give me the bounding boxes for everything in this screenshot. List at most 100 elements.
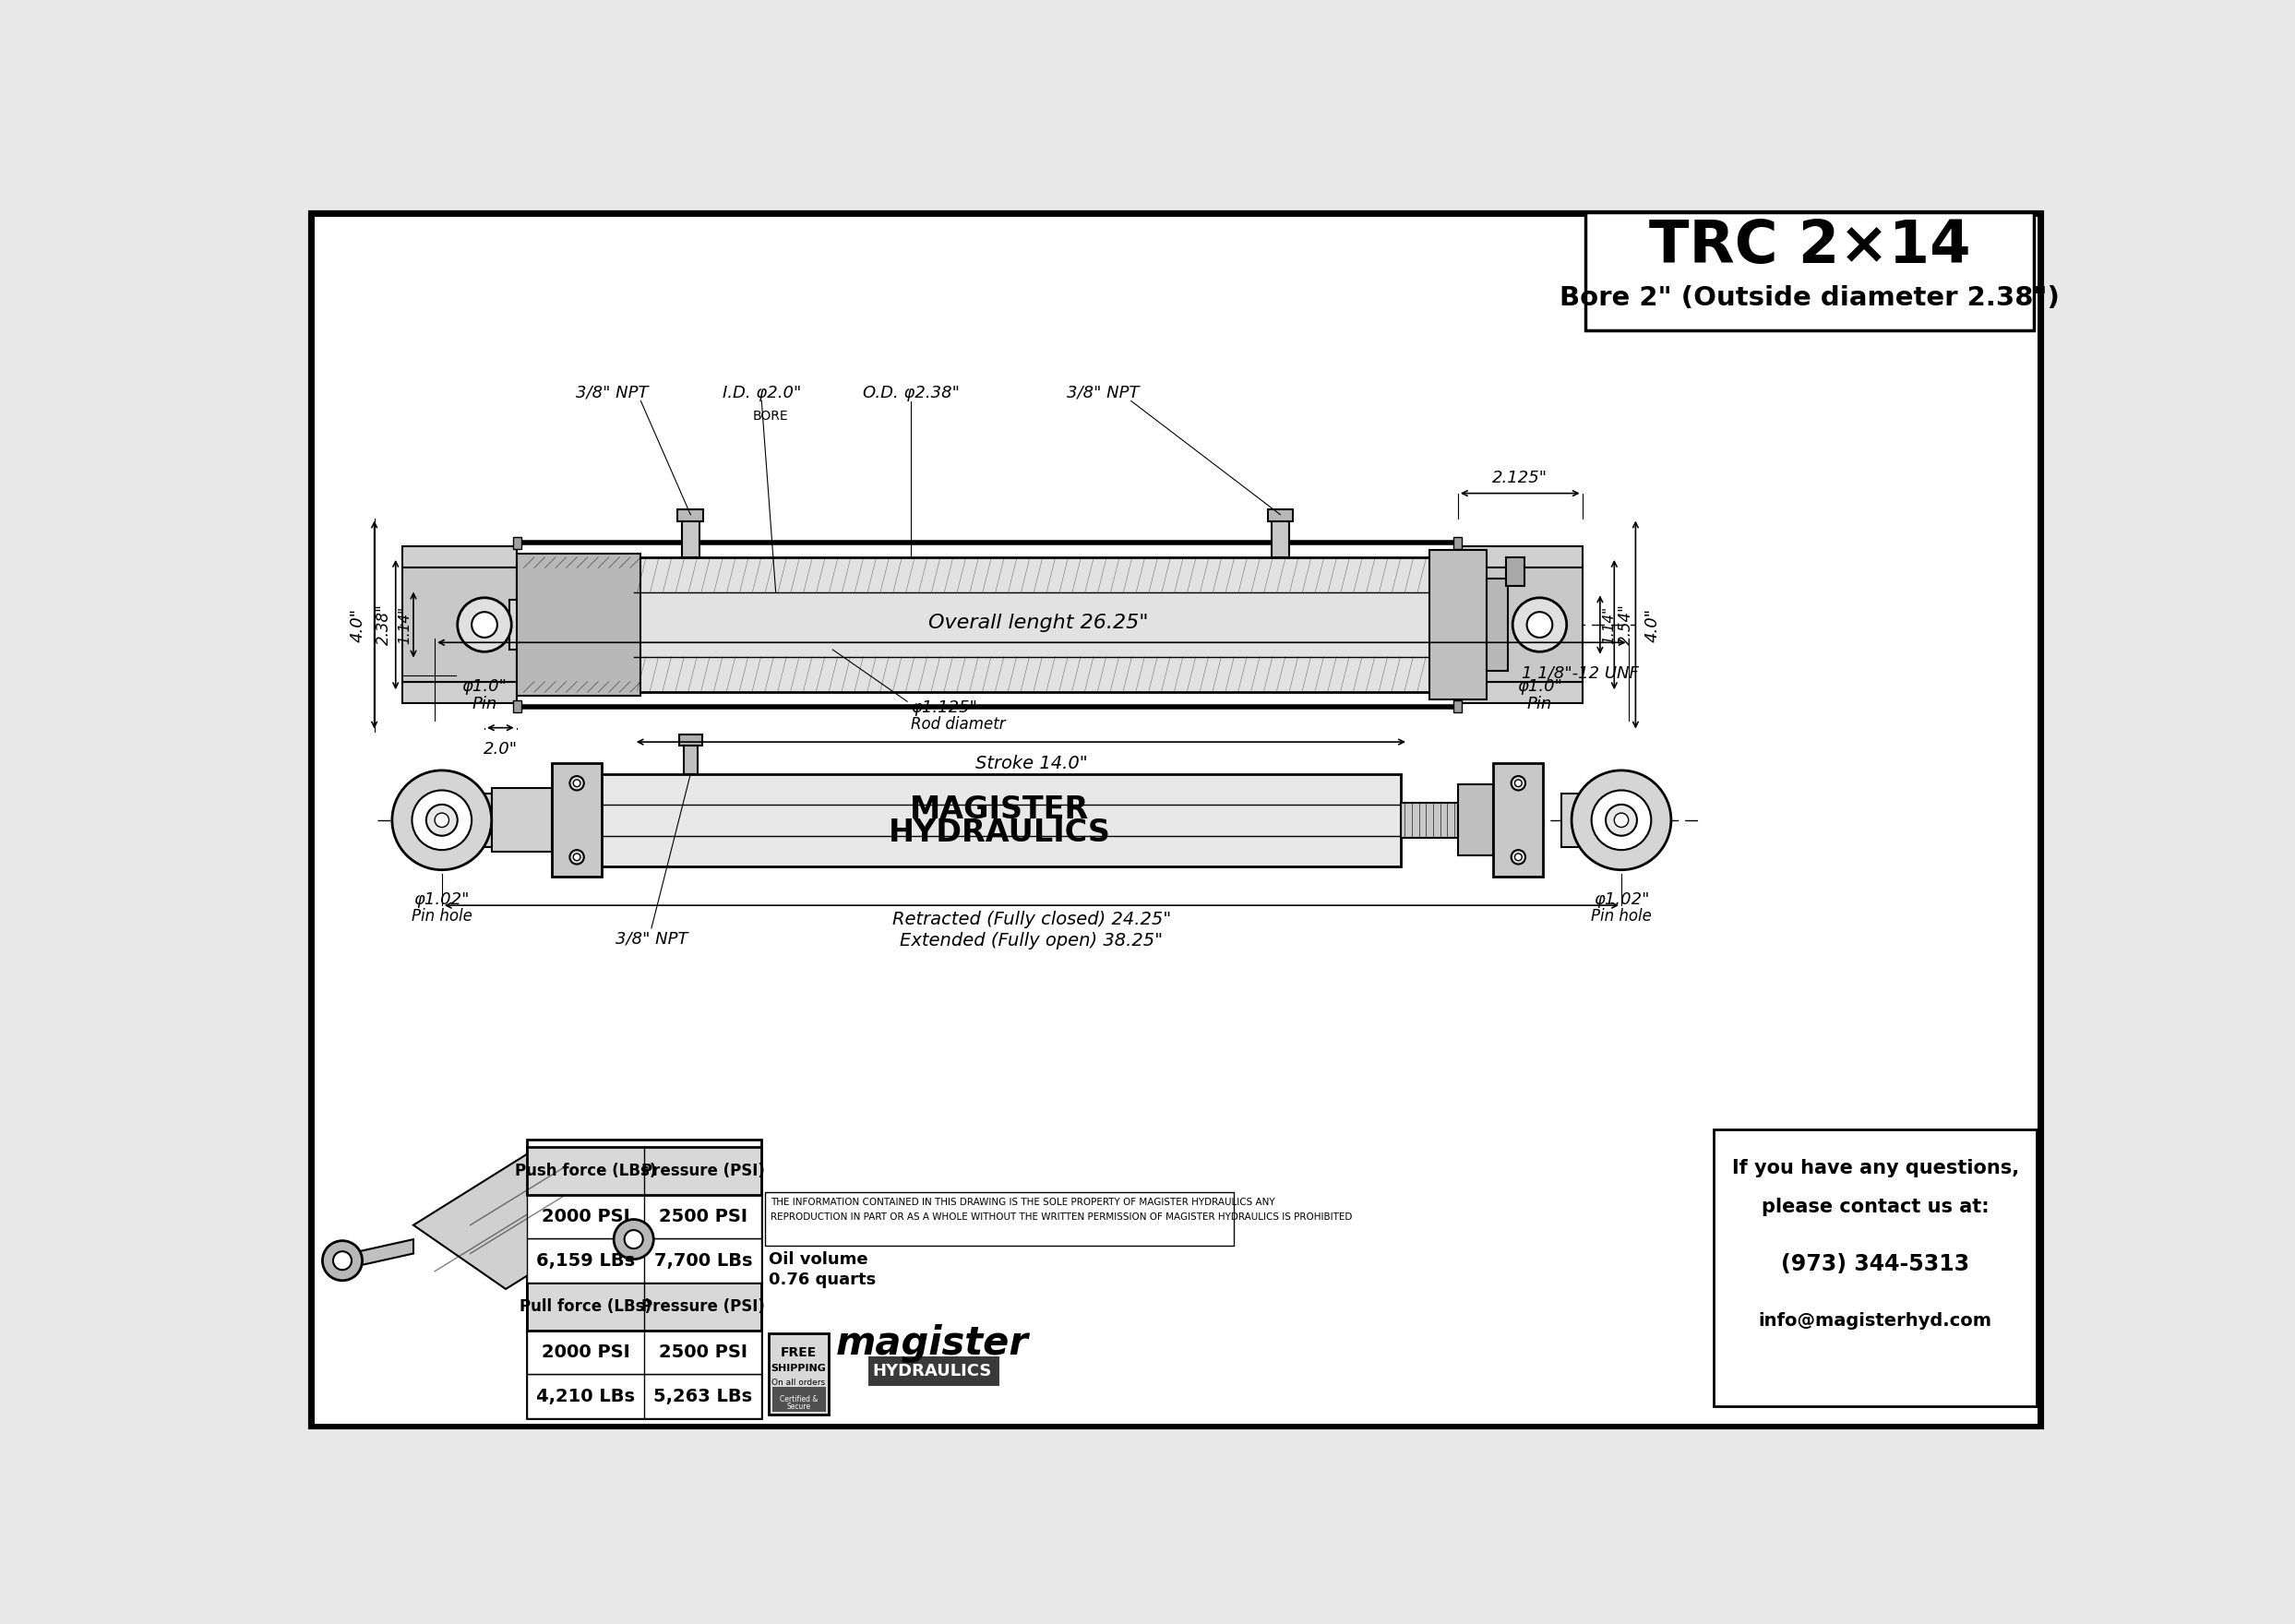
Circle shape xyxy=(1572,770,1671,870)
Circle shape xyxy=(457,598,512,651)
Text: Extended (Fully open) 38.25": Extended (Fully open) 38.25" xyxy=(900,932,1164,950)
Circle shape xyxy=(624,1229,643,1249)
Bar xyxy=(528,1140,762,1418)
Circle shape xyxy=(1526,612,1551,638)
Text: Oil volume: Oil volume xyxy=(769,1252,868,1268)
Bar xyxy=(868,1356,1001,1387)
Bar xyxy=(512,700,521,711)
Bar xyxy=(1453,700,1462,711)
Text: Stroke 14.0": Stroke 14.0" xyxy=(975,755,1088,773)
Circle shape xyxy=(333,1252,351,1270)
Bar xyxy=(1714,1129,2038,1406)
Text: 7,700 LBs: 7,700 LBs xyxy=(654,1252,753,1270)
Circle shape xyxy=(1512,598,1567,651)
Text: HYDRAULICS: HYDRAULICS xyxy=(872,1363,991,1379)
Bar xyxy=(769,1333,828,1415)
Text: Pressure (PSI): Pressure (PSI) xyxy=(640,1298,764,1315)
Text: MAGISTER: MAGISTER xyxy=(911,794,1090,825)
Circle shape xyxy=(1510,776,1526,791)
Circle shape xyxy=(1515,780,1522,786)
Bar xyxy=(528,1147,762,1195)
Circle shape xyxy=(613,1220,654,1259)
Bar xyxy=(509,599,1444,650)
Bar xyxy=(1267,508,1292,521)
Text: (973) 344-5313: (973) 344-5313 xyxy=(1781,1254,1969,1275)
Bar xyxy=(1457,547,1581,568)
Bar xyxy=(682,518,700,557)
Circle shape xyxy=(324,1241,363,1280)
Text: 3/8" NPT: 3/8" NPT xyxy=(576,385,649,401)
Text: 3/8" NPT: 3/8" NPT xyxy=(1067,385,1138,401)
Bar xyxy=(553,763,601,877)
Text: REPRODUCTION IN PART OR AS A WHOLE WITHOUT THE WRITTEN PERMISSION OF MAGISTER HY: REPRODUCTION IN PART OR AS A WHOLE WITHO… xyxy=(771,1212,1352,1221)
Bar xyxy=(1453,538,1462,549)
Text: 1.14": 1.14" xyxy=(397,606,413,643)
Text: Bore 2" (Outside diameter 2.38"): Bore 2" (Outside diameter 2.38") xyxy=(1561,284,2059,310)
Bar xyxy=(1457,784,1494,856)
Text: Overall lenght 26.25": Overall lenght 26.25" xyxy=(929,614,1150,632)
Text: 5,263 LBs: 5,263 LBs xyxy=(654,1387,753,1405)
Text: 2000 PSI: 2000 PSI xyxy=(542,1343,629,1361)
Bar xyxy=(491,788,553,853)
Text: 2.38": 2.38" xyxy=(376,604,392,645)
Circle shape xyxy=(392,770,491,870)
Text: BORE: BORE xyxy=(753,409,787,422)
Bar xyxy=(402,682,516,703)
Text: 1.14": 1.14" xyxy=(1602,606,1616,643)
Text: I.D. φ2.0": I.D. φ2.0" xyxy=(723,385,801,401)
Text: Pin: Pin xyxy=(473,695,498,713)
Text: φ1.02": φ1.02" xyxy=(413,892,470,908)
Bar xyxy=(1561,793,1618,848)
Text: 6,159 LBs: 6,159 LBs xyxy=(537,1252,636,1270)
Bar xyxy=(679,734,702,745)
Text: magister: magister xyxy=(835,1325,1028,1363)
Bar xyxy=(402,568,516,682)
Circle shape xyxy=(1613,814,1629,827)
Circle shape xyxy=(1606,804,1636,836)
Bar xyxy=(310,1423,2043,1427)
Text: Retracted (Fully closed) 24.25": Retracted (Fully closed) 24.25" xyxy=(893,911,1170,929)
Text: 4.0": 4.0" xyxy=(349,607,365,641)
Text: Pressure (PSI): Pressure (PSI) xyxy=(640,1163,764,1179)
Bar xyxy=(1494,763,1542,877)
Bar xyxy=(684,742,698,775)
Text: info@magisterhyd.com: info@magisterhyd.com xyxy=(1758,1312,1992,1330)
Text: φ1.125": φ1.125" xyxy=(911,700,978,716)
Text: FREE: FREE xyxy=(780,1346,817,1359)
Bar xyxy=(1506,557,1524,586)
Bar xyxy=(528,1374,762,1418)
Text: 2.54": 2.54" xyxy=(1618,604,1634,645)
Text: Pin hole: Pin hole xyxy=(1590,908,1652,924)
Text: THE INFORMATION CONTAINED IN THIS DRAWING IS THE SOLE PROPERTY OF MAGISTER HYDRA: THE INFORMATION CONTAINED IN THIS DRAWIN… xyxy=(771,1199,1276,1207)
Circle shape xyxy=(434,814,450,827)
Circle shape xyxy=(413,791,473,849)
Bar xyxy=(2038,213,2043,1427)
Bar xyxy=(528,1283,762,1330)
Circle shape xyxy=(574,854,581,861)
Text: Certified &: Certified & xyxy=(780,1395,817,1403)
Text: O.D. φ2.38": O.D. φ2.38" xyxy=(863,385,959,401)
Text: Rod diametr: Rod diametr xyxy=(911,716,1005,732)
Text: 2500 PSI: 2500 PSI xyxy=(659,1343,748,1361)
Text: Pin hole: Pin hole xyxy=(411,908,473,924)
Text: 2000 PSI: 2000 PSI xyxy=(542,1208,629,1226)
Circle shape xyxy=(1590,791,1650,849)
Bar xyxy=(599,775,1400,866)
Text: 4.0": 4.0" xyxy=(1643,607,1662,641)
Text: 2.125": 2.125" xyxy=(1492,469,1547,486)
Bar xyxy=(677,508,702,521)
Text: 4,210 LBs: 4,210 LBs xyxy=(537,1387,636,1405)
Circle shape xyxy=(1510,849,1526,864)
Text: Pull force (LBs): Pull force (LBs) xyxy=(519,1298,652,1315)
Text: 0.76 quarts: 0.76 quarts xyxy=(769,1272,877,1288)
Text: φ1.0": φ1.0" xyxy=(1517,679,1563,695)
Text: φ1.02": φ1.02" xyxy=(1593,892,1650,908)
Circle shape xyxy=(1515,854,1522,861)
Bar xyxy=(1487,578,1508,671)
Text: please contact us at:: please contact us at: xyxy=(1763,1199,1990,1216)
Text: Pin: Pin xyxy=(1526,695,1551,713)
Text: Push force (LBs): Push force (LBs) xyxy=(514,1163,656,1179)
Text: 1 1/8"-12 UNF: 1 1/8"-12 UNF xyxy=(1522,664,1639,682)
Bar xyxy=(1400,802,1457,838)
Polygon shape xyxy=(413,1155,620,1289)
